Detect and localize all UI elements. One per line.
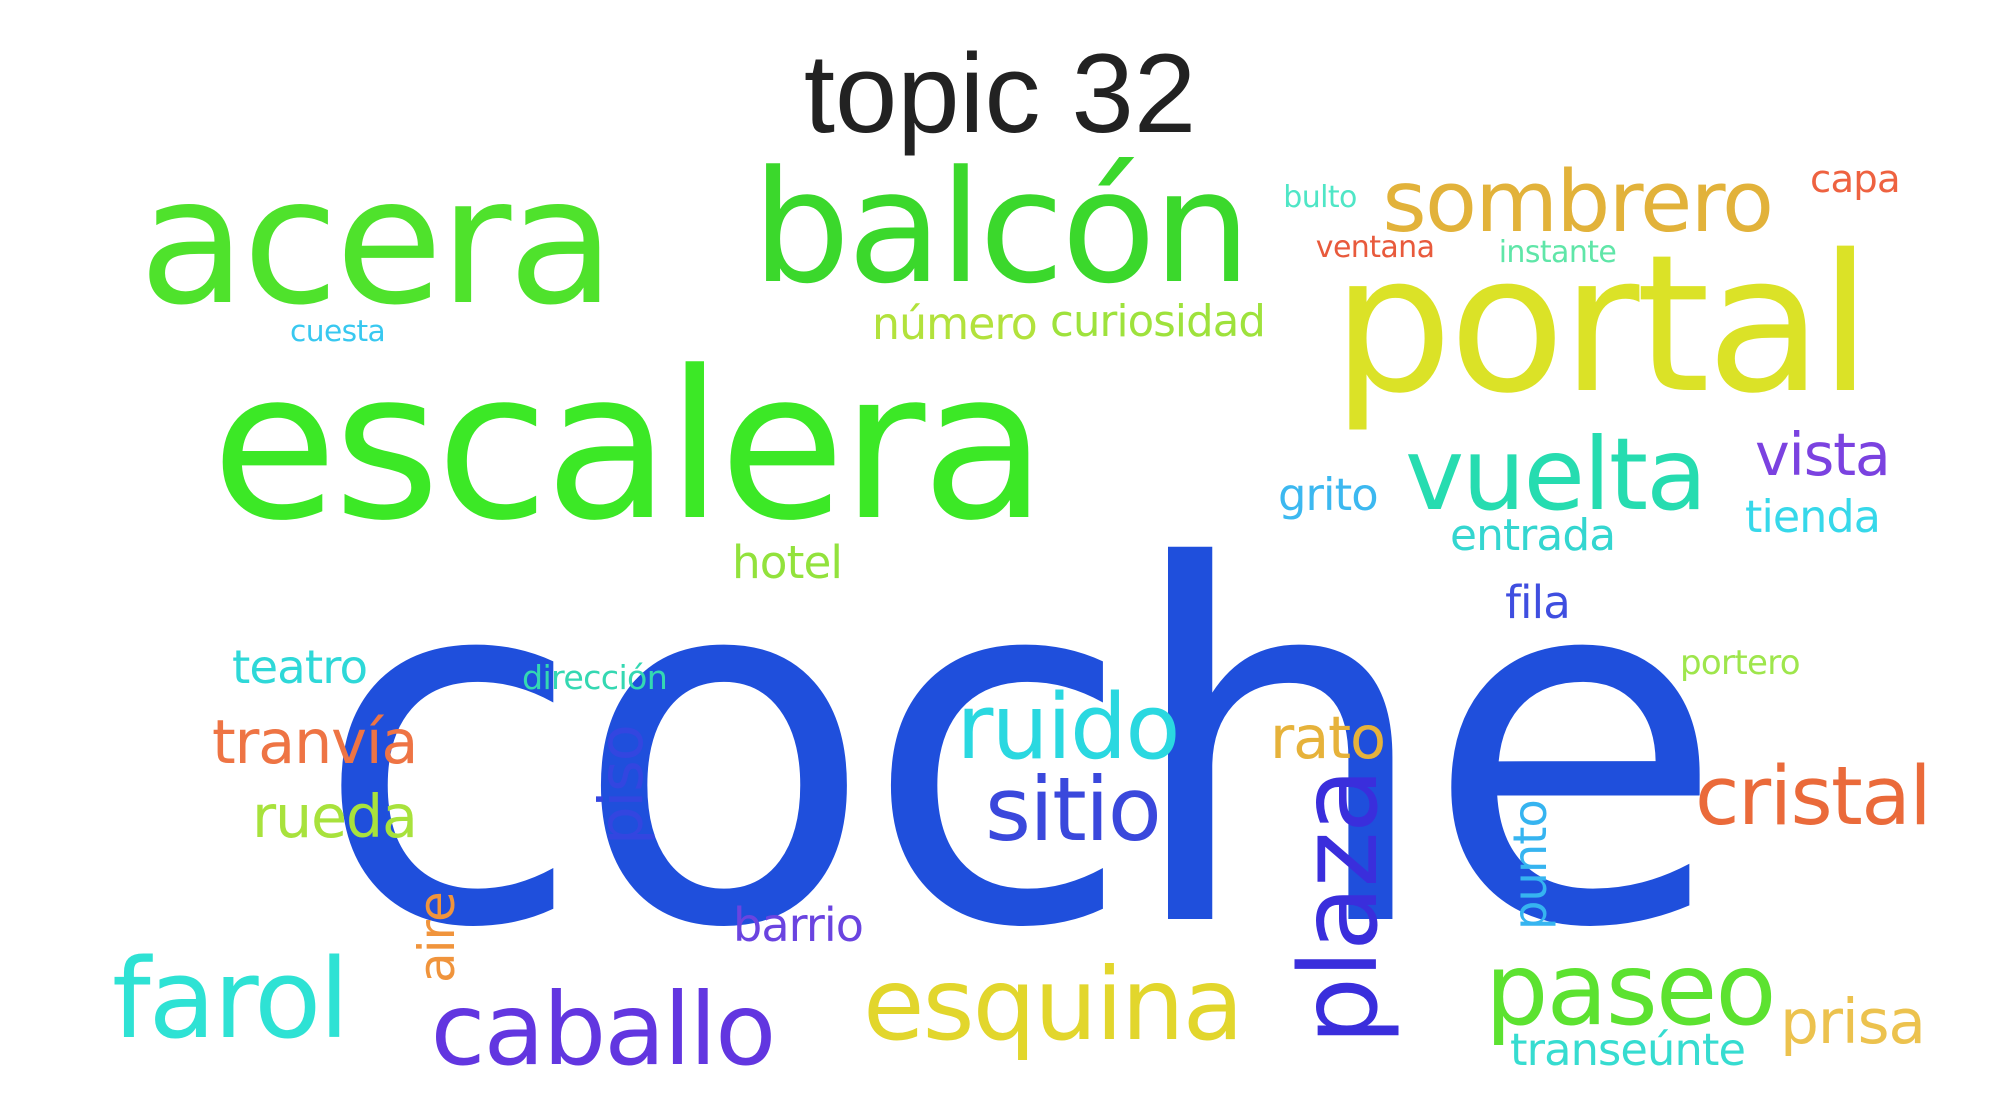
word-fila: fila	[1505, 576, 1571, 629]
word-escalera: escalera	[211, 328, 1047, 566]
word-caballo: caballo	[430, 971, 777, 1088]
word-sombrero: sombrero	[1382, 153, 1774, 252]
word-acera: acera	[138, 141, 615, 344]
chart-title: topic 32	[803, 31, 1197, 156]
word-coche: coche	[314, 464, 1725, 1035]
word-grito: grito	[1278, 468, 1379, 522]
word-vuelta: vuelta	[1405, 416, 1707, 533]
word-tranvía: tranvía	[212, 707, 418, 778]
word-farol: farol	[112, 935, 350, 1064]
word-paseo: paseo	[1485, 931, 1777, 1048]
word-hotel: hotel	[732, 535, 843, 589]
word-barrio: barrio	[733, 898, 864, 952]
word-tienda: tienda	[1745, 491, 1881, 543]
word-prisa: prisa	[1780, 986, 1926, 1058]
word-curiosidad: curiosidad	[1050, 297, 1266, 348]
word-punto: punto	[1502, 800, 1557, 930]
word-transeúnte: transeúnte	[1510, 1023, 1746, 1076]
word-rato: rato	[1270, 703, 1386, 772]
word-vista: vista	[1755, 420, 1891, 489]
word-teatro: teatro	[232, 640, 368, 695]
word-aire: aire	[408, 892, 466, 983]
word-plaza: plaza	[1277, 769, 1403, 1045]
word-cuesta: cuesta	[290, 314, 386, 350]
word-capa: capa	[1810, 156, 1901, 202]
word-rueda: rueda	[252, 783, 418, 852]
word-ruido: ruido	[956, 675, 1180, 780]
word-balcón: balcón	[752, 137, 1251, 318]
word-cristal: cristal	[1695, 750, 1932, 844]
word-esquina: esquina	[863, 946, 1244, 1063]
word-entrada: entrada	[1450, 509, 1616, 561]
word-dirección: dirección	[522, 657, 668, 697]
word-instante: instante	[1498, 235, 1617, 270]
word-portal: portal	[1332, 214, 1872, 435]
word-sitio: sitio	[985, 757, 1162, 861]
word-piso: piso	[586, 725, 657, 845]
word-portero: portero	[1680, 642, 1801, 683]
word-número: número	[872, 299, 1038, 351]
word-bulto: bulto	[1283, 180, 1357, 215]
word-ventana: ventana	[1315, 230, 1435, 265]
